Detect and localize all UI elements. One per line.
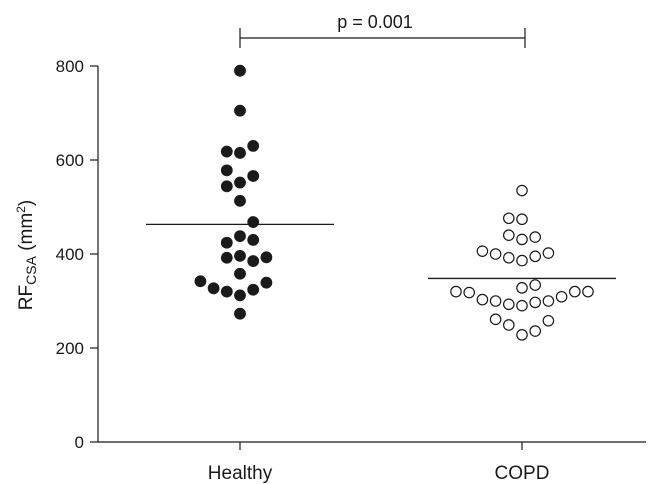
data-point-healthy <box>247 139 260 152</box>
data-point-copd <box>516 184 528 197</box>
data-point-healthy <box>247 283 260 296</box>
data-point-copd <box>502 319 515 331</box>
data-point-healthy <box>220 285 233 298</box>
data-point-healthy <box>234 307 246 320</box>
data-point-healthy <box>247 170 260 182</box>
data-point-healthy <box>220 236 233 249</box>
y-tick-label: 200 <box>56 339 84 358</box>
data-point-copd <box>516 329 528 341</box>
data-point-healthy <box>207 282 220 295</box>
category-label-healthy: Healthy <box>208 463 273 484</box>
data-point-healthy <box>234 230 246 243</box>
p-value-annotation: p = 0.001 <box>337 12 413 32</box>
y-tick-label: 800 <box>56 57 84 76</box>
data-point-healthy <box>234 147 246 159</box>
data-point-healthy <box>234 267 246 280</box>
data-point-copd <box>502 298 515 311</box>
data-point-healthy <box>247 216 260 228</box>
y-tick-label: 400 <box>56 245 84 264</box>
data-point-healthy <box>234 64 246 77</box>
data-point-copd <box>529 325 541 337</box>
data-point-copd <box>529 296 541 309</box>
y-tick-label: 600 <box>56 151 84 170</box>
data-point-healthy <box>260 251 273 264</box>
axis-ticks: 0 200 400 600 800 <box>56 57 523 452</box>
data-point-healthy <box>220 180 233 193</box>
significance-bracket: p = 0.001 <box>239 12 526 48</box>
data-point-copd <box>516 213 528 226</box>
data-point-healthy <box>234 104 246 117</box>
data-point-copd <box>516 254 528 267</box>
data-point-copd <box>516 233 528 246</box>
data-point-copd <box>502 212 515 225</box>
data-point-healthy <box>220 164 233 177</box>
data-point-healthy <box>234 194 246 207</box>
data-point-copd <box>529 279 541 291</box>
data-point-copd <box>476 293 489 306</box>
data-point-healthy <box>234 176 246 189</box>
data-point-copd <box>516 299 528 312</box>
data-point-copd <box>542 314 555 327</box>
data-point-healthy <box>247 255 260 267</box>
data-point-copd <box>542 247 555 259</box>
data-point-copd <box>489 295 502 307</box>
data-point-healthy <box>220 251 233 264</box>
data-point-copd <box>489 248 502 260</box>
y-tick-label: 0 <box>75 433 84 452</box>
data-point-copd <box>555 290 568 303</box>
data-point-copd <box>582 285 594 298</box>
data-point-copd <box>568 285 581 298</box>
data-point-copd <box>489 313 502 326</box>
data-marks <box>146 64 616 341</box>
data-point-copd <box>502 251 515 264</box>
data-point-copd <box>516 282 528 294</box>
data-point-healthy <box>194 275 207 288</box>
y-axis-label: RFCSA (mm2) <box>14 200 39 310</box>
data-point-healthy <box>220 145 233 158</box>
category-label-copd: COPD <box>495 463 550 484</box>
data-point-copd <box>450 285 462 298</box>
data-point-healthy <box>247 233 260 246</box>
data-point-copd <box>542 295 555 307</box>
data-point-copd <box>502 229 515 241</box>
data-point-copd <box>529 250 541 263</box>
data-point-copd <box>529 231 541 243</box>
data-point-healthy <box>234 289 246 302</box>
data-point-healthy <box>234 249 246 262</box>
data-point-copd <box>476 245 489 257</box>
data-point-copd <box>463 286 475 299</box>
data-point-healthy <box>260 276 273 289</box>
